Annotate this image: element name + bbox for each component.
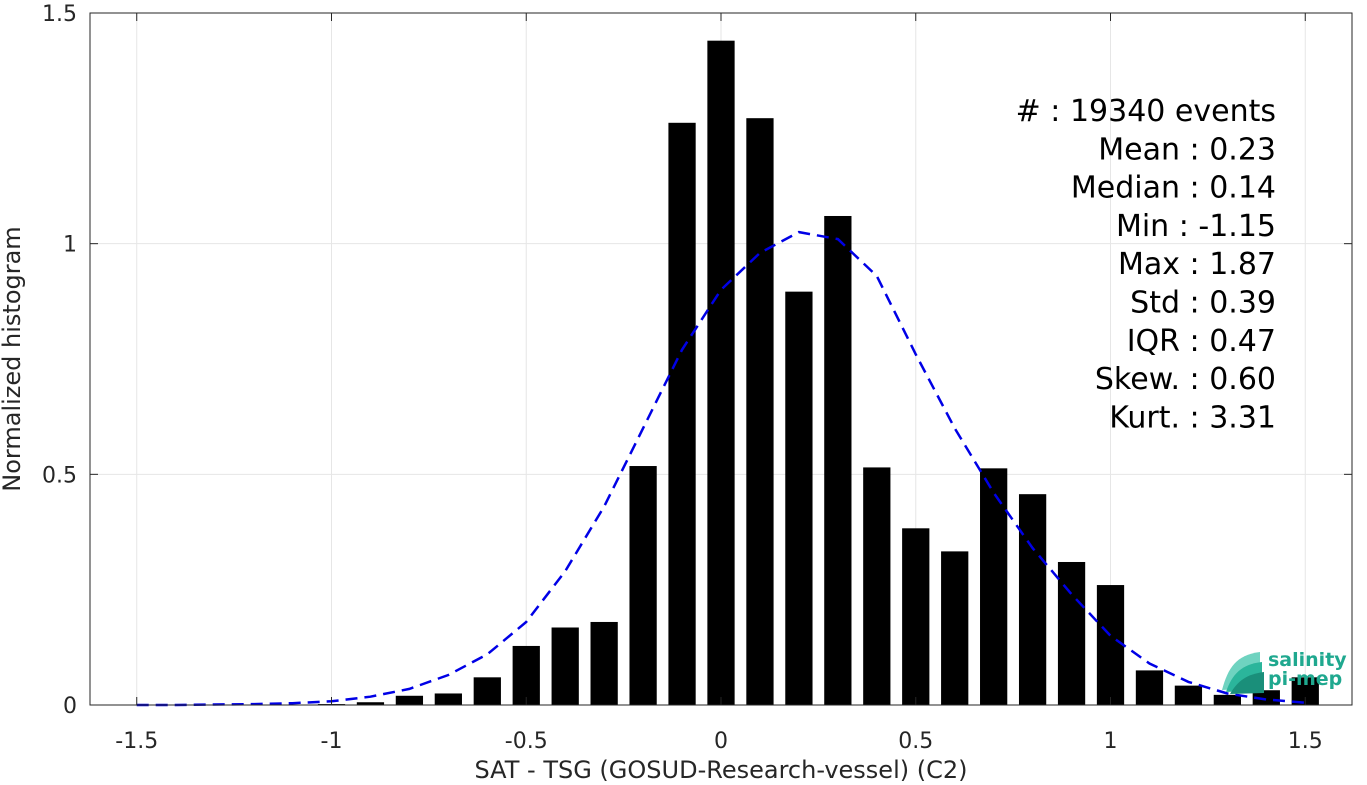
x-tick-label: -1.5 bbox=[115, 729, 158, 754]
x-tick-label: 0.5 bbox=[898, 729, 933, 754]
logo-waves-icon bbox=[1222, 652, 1264, 694]
histogram-bar bbox=[1213, 694, 1241, 705]
stat-line: IQR : 0.47 bbox=[1127, 324, 1276, 359]
histogram-bar bbox=[473, 677, 501, 705]
y-axis-title: Normalized histogram bbox=[0, 226, 26, 491]
histogram-bar bbox=[785, 291, 813, 705]
histogram-bar bbox=[551, 627, 579, 705]
x-tick-label: 1.5 bbox=[1288, 729, 1323, 754]
x-tick-label: -1 bbox=[321, 729, 343, 754]
logo-line1: salinity bbox=[1268, 649, 1347, 671]
histogram-bar bbox=[941, 551, 969, 705]
histogram-bars bbox=[317, 40, 1319, 706]
stat-line: Min : -1.15 bbox=[1116, 209, 1276, 244]
stat-line: Kurt. : 3.31 bbox=[1109, 400, 1276, 435]
axis-ticks: -1.5 -1 -0.5 0 0.5 1 1.5 0 0.5 1 1.5 bbox=[42, 2, 1352, 754]
salinity-pi-mep-logo: salinity pi-mep bbox=[1222, 649, 1347, 694]
stat-line: # : 19340 events bbox=[1016, 94, 1276, 129]
histogram-bar bbox=[863, 467, 891, 705]
stat-line: Median : 0.14 bbox=[1071, 171, 1276, 206]
histogram-bar bbox=[629, 466, 657, 705]
histogram-bar bbox=[512, 645, 540, 705]
histogram-bar bbox=[902, 528, 930, 705]
y-tick-label: 0 bbox=[63, 694, 77, 719]
y-tick-label: 1.5 bbox=[42, 2, 77, 27]
stat-line: Skew. : 0.60 bbox=[1095, 362, 1276, 397]
histogram-bar bbox=[1174, 685, 1203, 705]
y-tick-label: 0.5 bbox=[42, 463, 77, 488]
x-axis-title: SAT - TSG (GOSUD-Research-vessel) (C2) bbox=[475, 756, 968, 784]
stat-line: Mean : 0.23 bbox=[1098, 132, 1276, 167]
logo-line2: pi-mep bbox=[1268, 668, 1342, 690]
stat-line: Std : 0.39 bbox=[1130, 286, 1276, 321]
histogram-bar bbox=[980, 468, 1008, 705]
x-tick-label: 0 bbox=[714, 729, 728, 754]
x-tick-label: -0.5 bbox=[505, 729, 548, 754]
histogram-bar bbox=[707, 40, 735, 706]
histogram-bar bbox=[356, 702, 385, 705]
histogram-bar bbox=[668, 122, 696, 705]
histogram-bar bbox=[395, 695, 424, 705]
histogram-bar bbox=[824, 215, 852, 705]
histogram-bar bbox=[1057, 561, 1086, 705]
histogram-bar bbox=[434, 693, 462, 705]
y-tick-label: 1 bbox=[63, 233, 77, 258]
stat-line: Max : 1.87 bbox=[1118, 247, 1276, 282]
x-tick-label: 1 bbox=[1104, 729, 1118, 754]
histogram-bar bbox=[1018, 494, 1047, 705]
histogram-bar bbox=[590, 621, 618, 705]
histogram-bar bbox=[746, 118, 774, 705]
histogram-bar bbox=[1096, 585, 1125, 705]
histogram-bar bbox=[1135, 670, 1164, 705]
